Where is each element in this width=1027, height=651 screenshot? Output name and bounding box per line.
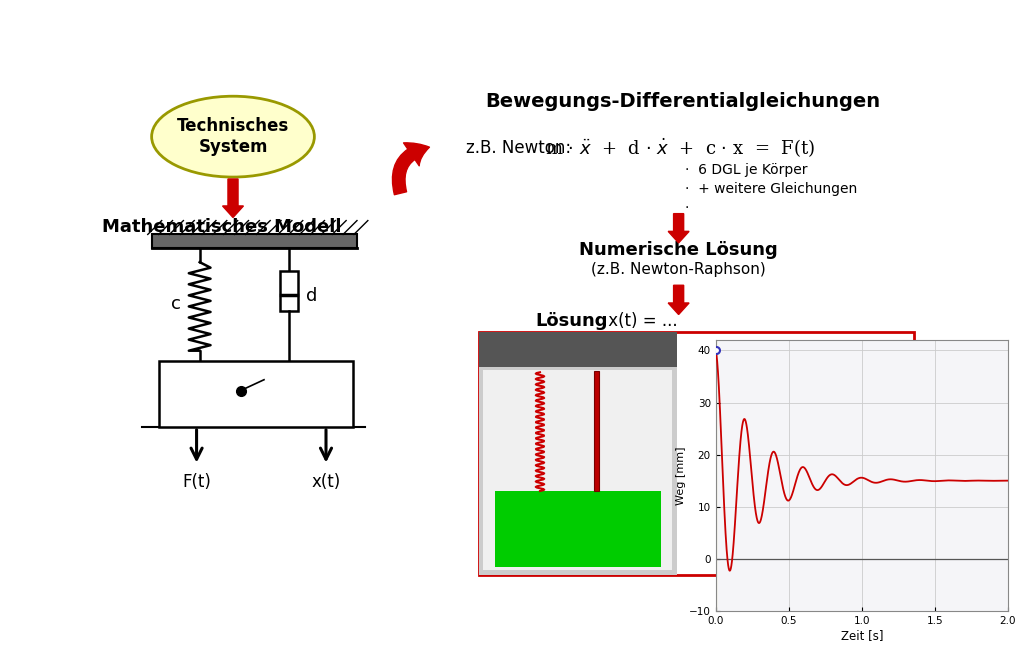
Text: c: c [172, 295, 182, 313]
Ellipse shape [152, 96, 314, 177]
Text: z.B. Newton:: z.B. Newton: [465, 139, 571, 157]
Text: ·: · [685, 201, 689, 215]
FancyArrow shape [669, 214, 689, 243]
Bar [484, 370, 673, 570]
Text: m $\cdot$ $\ddot{x}$  +  d $\cdot$ $\dot{x}$  +  c $\cdot$ x  =  F(t): m $\cdot$ $\ddot{x}$ + d $\cdot$ $\dot{x… [545, 137, 815, 159]
Text: m, J: m, J [172, 402, 202, 421]
Y-axis label: Weg [mm]: Weg [mm] [676, 446, 686, 505]
Text: S: S [270, 370, 280, 389]
Text: Mathematisches Modell: Mathematisches Modell [102, 217, 341, 236]
Bar [279, 271, 298, 311]
Bar [479, 332, 677, 575]
X-axis label: Zeit [s]: Zeit [s] [841, 629, 883, 642]
Bar [159, 361, 353, 427]
Text: Numerische Lösung: Numerische Lösung [579, 241, 778, 259]
Text: ·  6 DGL je Körper: · 6 DGL je Körper [685, 163, 807, 177]
Text: Lösung: Lösung [535, 312, 608, 331]
FancyArrowPatch shape [392, 143, 429, 195]
Bar [479, 332, 914, 575]
Bar [479, 332, 677, 367]
Text: x(t): x(t) [311, 473, 341, 491]
Bar [595, 372, 599, 491]
Text: x(t) = ...: x(t) = ... [604, 312, 678, 331]
Text: (z.B. Newton-Raphson): (z.B. Newton-Raphson) [592, 262, 766, 277]
Text: Technisches
System: Technisches System [177, 117, 290, 156]
Text: ·  + weitere Gleichungen: · + weitere Gleichungen [685, 182, 858, 196]
Text: Bewegungs-Differentialgleichungen: Bewegungs-Differentialgleichungen [485, 92, 880, 111]
Bar [495, 491, 660, 567]
Text: d: d [306, 287, 317, 305]
Bar [152, 234, 357, 248]
Text: F(t): F(t) [182, 473, 211, 491]
FancyArrow shape [669, 285, 689, 314]
FancyArrow shape [223, 179, 243, 217]
